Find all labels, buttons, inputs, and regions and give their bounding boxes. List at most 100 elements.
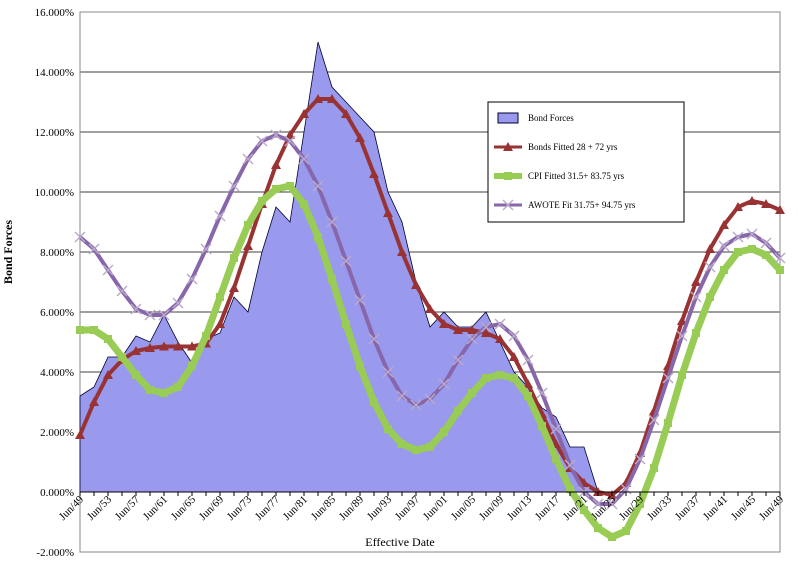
marker [776,266,784,274]
marker [495,334,505,343]
x-tick-label: Jun/45 [729,493,759,523]
marker [118,353,126,361]
area [79,41,599,493]
x-tick-label: Jun/69 [197,493,227,523]
marker [188,362,196,370]
x-tick-label: Jun/61 [141,494,170,523]
marker [382,366,394,378]
y-tick-label: 10.000% [35,187,74,199]
marker [75,430,85,439]
marker [300,200,308,208]
marker [692,329,700,337]
marker [285,130,295,139]
marker [424,393,436,405]
marker [747,196,757,205]
x-tick-label: Jun/93 [365,493,395,523]
marker [146,386,154,394]
marker [438,378,450,390]
marker [564,459,576,471]
marker [312,180,324,192]
marker [383,208,393,217]
y-tick-label: 6.000% [40,307,74,319]
marker [327,94,337,103]
marker [411,280,421,289]
x-tick-label: Jun/09 [477,493,507,523]
marker [552,455,560,463]
marker [467,325,477,334]
marker [243,241,253,250]
plot-frame [79,11,781,553]
marker [74,231,86,243]
y-tick-label: 4.000% [40,367,74,379]
y-tick-label: 0.000% [40,487,74,499]
marker [89,397,99,406]
x-tick-label: Jun/33 [645,493,675,523]
marker [648,414,660,426]
marker [706,293,714,301]
marker [676,330,688,342]
marker [690,291,702,303]
marker [410,399,422,411]
marker [355,133,365,142]
marker [662,372,674,384]
marker [384,425,392,433]
marker [732,231,744,243]
marker [256,135,268,147]
x-tick-label: Jun/41 [701,494,730,523]
marker [496,371,504,379]
marker [636,500,644,508]
legend-marker [504,172,512,180]
marker [761,199,771,208]
marker [202,332,210,340]
marker [594,524,602,532]
legend-label: CPI Fitted 31.5+ 83.75 yrs [528,171,625,181]
marker [186,273,198,285]
marker [271,160,281,169]
legend-marker [503,142,513,151]
legend-label: Bonds Fitted 28 + 72 yrs [528,142,618,152]
marker [762,251,770,259]
marker [313,94,323,103]
marker [144,309,156,321]
marker [608,533,616,541]
marker [452,354,464,366]
x-tick-label: Jun/65 [169,493,199,523]
marker [284,135,296,147]
marker [229,283,239,292]
marker [270,129,282,141]
y-tick-label: 12.000% [35,127,74,139]
marker [482,374,490,382]
x-tick-label: Jun/05 [449,493,479,523]
marker [523,379,533,388]
marker [102,264,114,276]
marker [174,383,182,391]
marker [116,285,128,297]
marker [522,354,534,366]
marker [328,275,336,283]
x-tick-label: Jun/17 [533,493,563,523]
marker [160,389,168,397]
marker [426,443,434,451]
marker [172,297,184,309]
x-tick-label: Jun/57 [113,493,143,523]
legend-label: AWOTE Fit 31.75+ 94.75 yrs [528,200,636,210]
marker [286,182,294,190]
marker [130,303,142,315]
marker [354,294,366,306]
marker [664,419,672,427]
marker [650,464,658,472]
marker [718,240,730,252]
marker [748,245,756,253]
marker [396,390,408,402]
marker [88,243,100,255]
marker [216,293,224,301]
x-tick-label: Jun/01 [421,494,450,523]
y-tick-label: 14.000% [35,67,74,79]
marker [440,428,448,436]
marker [341,109,351,118]
marker [494,318,506,330]
marker [368,333,380,345]
marker [734,248,742,256]
marker [215,319,225,328]
